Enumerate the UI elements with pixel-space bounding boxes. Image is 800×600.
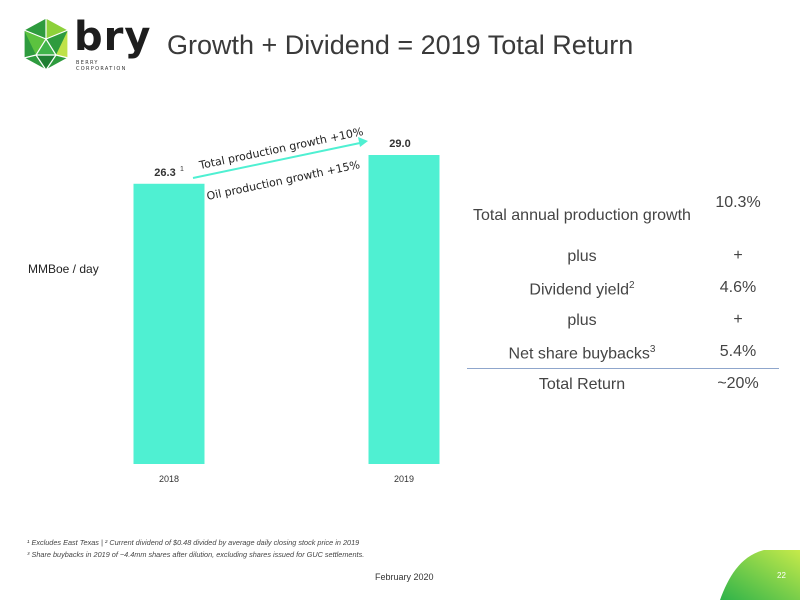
row-label: Net share buybacks3 [467, 340, 697, 363]
slide-title: Growth + Dividend = 2019 Total Return [167, 30, 634, 60]
row-label: plus [567, 311, 597, 329]
corner-accent-shape [720, 550, 800, 600]
slide-date: February 2020 [375, 572, 434, 582]
footnote-line-2: ³ Share buybacks in 2019 of ~4.4mm share… [27, 550, 365, 559]
table-row: Net share buybacks3 5.4% [467, 336, 779, 368]
row-value: 10.3% [715, 194, 761, 211]
bar-value-footnote-marker: 1 [180, 166, 184, 173]
y-axis-unit-label: MMBoe / day [28, 262, 99, 276]
row-label-text: Net share buybacks [508, 345, 650, 363]
row-value: + [733, 311, 743, 328]
row-label: Total annual production growth [473, 206, 691, 224]
brand-subtitle-line1: BERRY [76, 60, 99, 66]
table-row: Dividend yield2 4.6% [467, 272, 779, 304]
row-value: 4.6% [719, 279, 757, 296]
row-value: + [733, 247, 743, 264]
table-row: Total annual production growth 10.3% [467, 190, 779, 240]
brand-subtitle-line2: CORPORATION [76, 66, 127, 72]
x-tick-label: 2018 [159, 474, 179, 484]
footnote-marker: 3 [649, 344, 656, 356]
bar-value-label: 26.3 [154, 167, 175, 179]
total-value: ~20% [717, 375, 759, 392]
growth-arrow-line [192, 142, 361, 179]
x-tick-label: 2019 [394, 474, 414, 484]
table-row: plus + [467, 304, 779, 336]
row-label: plus [567, 247, 597, 265]
page-number: 22 [777, 571, 786, 580]
row-label: Dividend yield2 [467, 276, 697, 299]
total-return-table: Total annual production growth 10.3% plu… [467, 190, 779, 399]
bar-2019 [368, 155, 440, 464]
total-label: Total Return [538, 375, 626, 393]
brand-wordmark: bry [74, 14, 152, 60]
footnote-marker: 2 [629, 280, 635, 292]
table-total-row: Total Return ~20% [467, 368, 779, 399]
brand-subtitle: BERRY CORPORATION [76, 60, 136, 72]
bar-2018 [133, 183, 205, 464]
berry-logo-icon [23, 17, 69, 71]
row-value: 5.4% [719, 343, 757, 360]
row-label-text: Dividend yield [529, 281, 630, 299]
bar-value-label: 29.0 [389, 138, 410, 150]
growth-arrow-head [358, 137, 368, 147]
table-row: plus + [467, 240, 779, 272]
footnote-line-1: ¹ Excludes East Texas | ² Current divide… [27, 538, 360, 547]
